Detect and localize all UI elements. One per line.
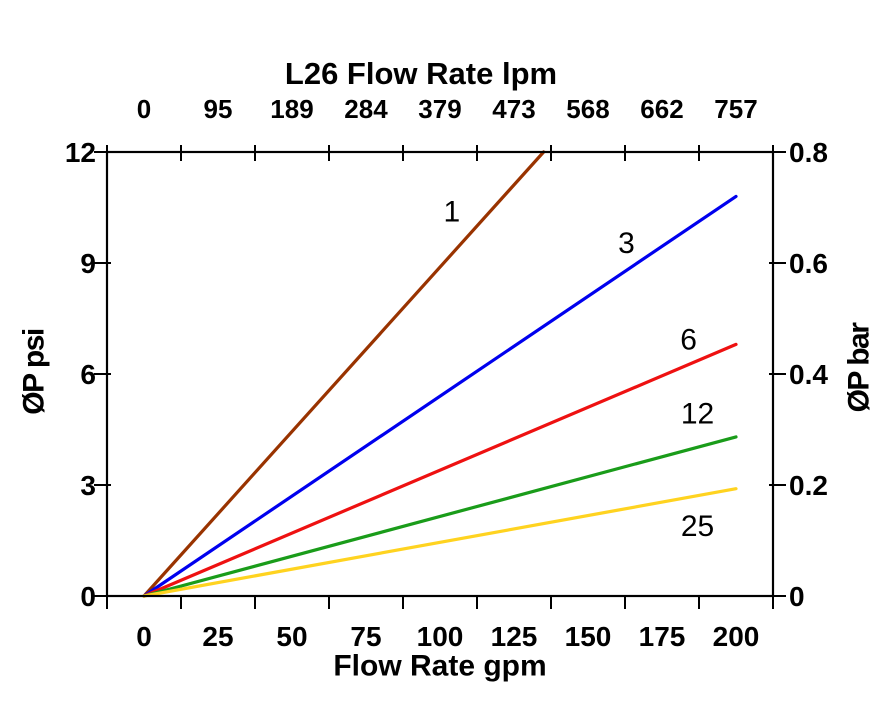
series-label-6: 6 (680, 323, 697, 356)
top-axis-tick-label: 757 (714, 94, 757, 124)
top-axis-tick-label: 662 (640, 94, 683, 124)
left-axis-tick-label: 6 (80, 359, 96, 390)
bottom-axis-tick-label: 125 (491, 621, 538, 652)
right-axis-tick-label: 0.4 (789, 359, 828, 390)
bottom-axis-tick-label: 150 (565, 621, 612, 652)
series-line-6 (142, 342, 738, 598)
series-line-3 (142, 194, 738, 598)
series-label-25: 25 (681, 510, 714, 543)
plot-border (105, 150, 775, 598)
right-axis-tick-label: 0.6 (789, 248, 828, 279)
right-axis-tick-label: 0 (789, 581, 805, 612)
right-axis-title: ØP bar (843, 322, 876, 413)
bottom-axis-tick-label: 50 (276, 621, 307, 652)
series-label-1: 1 (443, 196, 460, 229)
top-axis-tick-label: 284 (344, 94, 388, 124)
series-line-25 (142, 487, 738, 598)
top-axis-tick-label: 379 (418, 94, 461, 124)
series-line-12 (142, 435, 738, 598)
bottom-axis-tick-label: 100 (417, 621, 464, 652)
top-axis-tick-label: 0 (137, 94, 151, 124)
left-axis-tick-label: 3 (80, 470, 96, 501)
series-line-1 (142, 150, 546, 598)
right-axis-tick-label: 0.8 (789, 137, 828, 168)
series-label-3: 3 (618, 227, 635, 260)
series-label-12: 12 (681, 397, 714, 430)
top-axis-tick-label: 568 (566, 94, 609, 124)
left-axis-tick-label: 12 (65, 137, 96, 168)
left-axis-tick-label: 0 (80, 581, 96, 612)
left-axis-tick-label: 9 (80, 248, 96, 279)
top-axis-tick-label: 473 (492, 94, 535, 124)
bottom-axis-title: Flow Rate gpm (333, 650, 546, 683)
bottom-axis-tick-label: 25 (202, 621, 233, 652)
top-axis-tick-label: 189 (270, 94, 313, 124)
bottom-axis-tick-label: 75 (350, 621, 381, 652)
bottom-axis-tick-label: 200 (713, 621, 760, 652)
top-axis-title: L26 Flow Rate lpm (285, 56, 557, 91)
bottom-axis-tick-label: 175 (639, 621, 686, 652)
bottom-axis-tick-label: 0 (136, 621, 152, 652)
top-axis-tick-label: 95 (204, 94, 233, 124)
left-axis-title: ØP psi (18, 329, 51, 415)
right-axis-tick-label: 0.2 (789, 470, 828, 501)
